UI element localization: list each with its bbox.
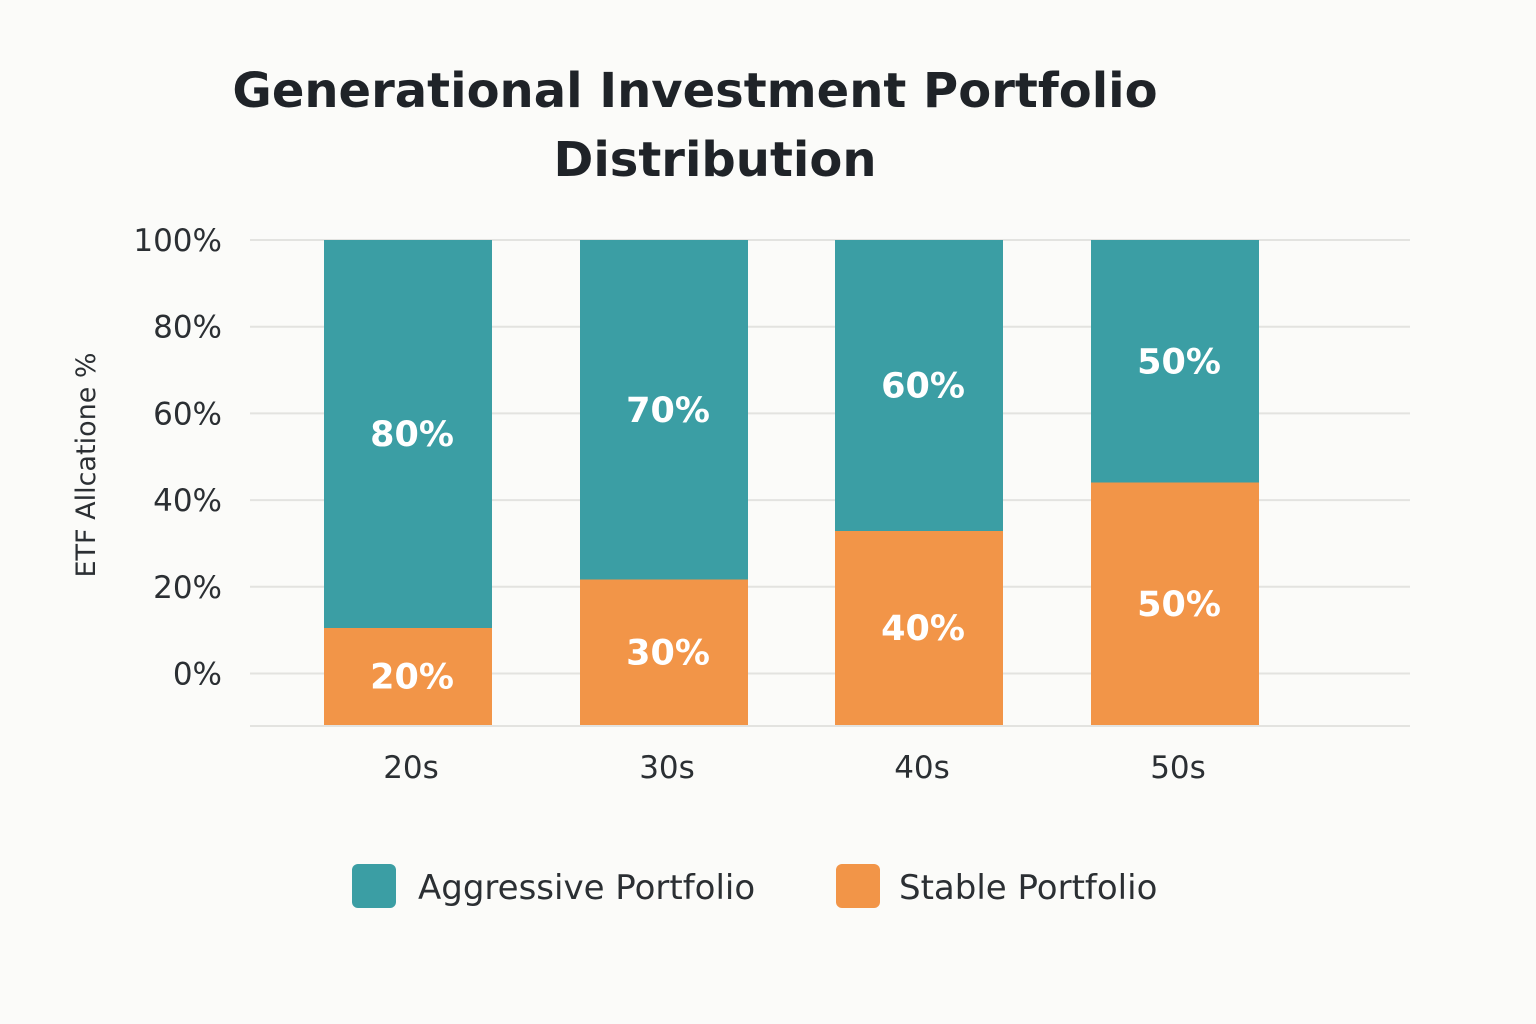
bar-stable-40s — [835, 531, 1003, 725]
data-label-stable: 30% — [626, 633, 710, 673]
data-label-stable: 20% — [370, 658, 454, 698]
bar-stable-20s — [324, 628, 492, 725]
bar-aggressive-40s — [835, 240, 1003, 531]
bar-aggressive-20s — [324, 240, 492, 628]
y-tick-label: 80% — [153, 310, 222, 346]
data-label-stable: 40% — [881, 609, 965, 649]
bar-stable-50s — [1091, 482, 1259, 725]
legend-swatch-aggressive — [352, 864, 396, 908]
y-tick-label: 20% — [153, 570, 222, 606]
data-label-stable: 50% — [1137, 585, 1221, 625]
data-label-aggressive: 60% — [881, 367, 965, 407]
data-label-aggressive: 70% — [626, 391, 710, 431]
legend-label-stable: Stable Portfolio — [899, 868, 1157, 908]
y-tick-label: 0% — [173, 657, 222, 693]
bars: 80% 20% 70% 30% 60% 40% 50% 50% — [324, 240, 1259, 725]
chart-title-line-2: Distribution — [553, 132, 876, 188]
bar-stable-30s — [580, 579, 748, 725]
bar-aggressive-50s — [1091, 240, 1259, 483]
x-tick-label: 50s — [1150, 750, 1206, 786]
data-label-aggressive: 50% — [1137, 342, 1221, 382]
y-tick-label: 60% — [153, 396, 222, 432]
y-axis-ticks: 100% 80% 60% 40% 20% 0% — [133, 223, 222, 693]
bar-aggressive-30s — [580, 240, 748, 580]
y-tick-label: 100% — [133, 223, 222, 259]
x-tick-label: 30s — [639, 750, 695, 786]
x-axis-ticks: 20s 30s 40s 50s — [383, 750, 1206, 786]
x-tick-label: 20s — [383, 750, 439, 786]
data-label-aggressive: 80% — [370, 415, 454, 455]
x-tick-label: 40s — [894, 750, 950, 786]
legend-swatch-stable — [836, 864, 880, 908]
y-axis-label: ETF Allcatione % — [71, 352, 102, 577]
y-tick-label: 40% — [153, 483, 222, 519]
legend-label-aggressive: Aggressive Portfolio — [418, 868, 755, 908]
legend: Aggressive Portfolio Stable Portfolio — [352, 864, 1157, 908]
chart-title-line-1: Generational Investment Portfolio — [232, 63, 1157, 119]
